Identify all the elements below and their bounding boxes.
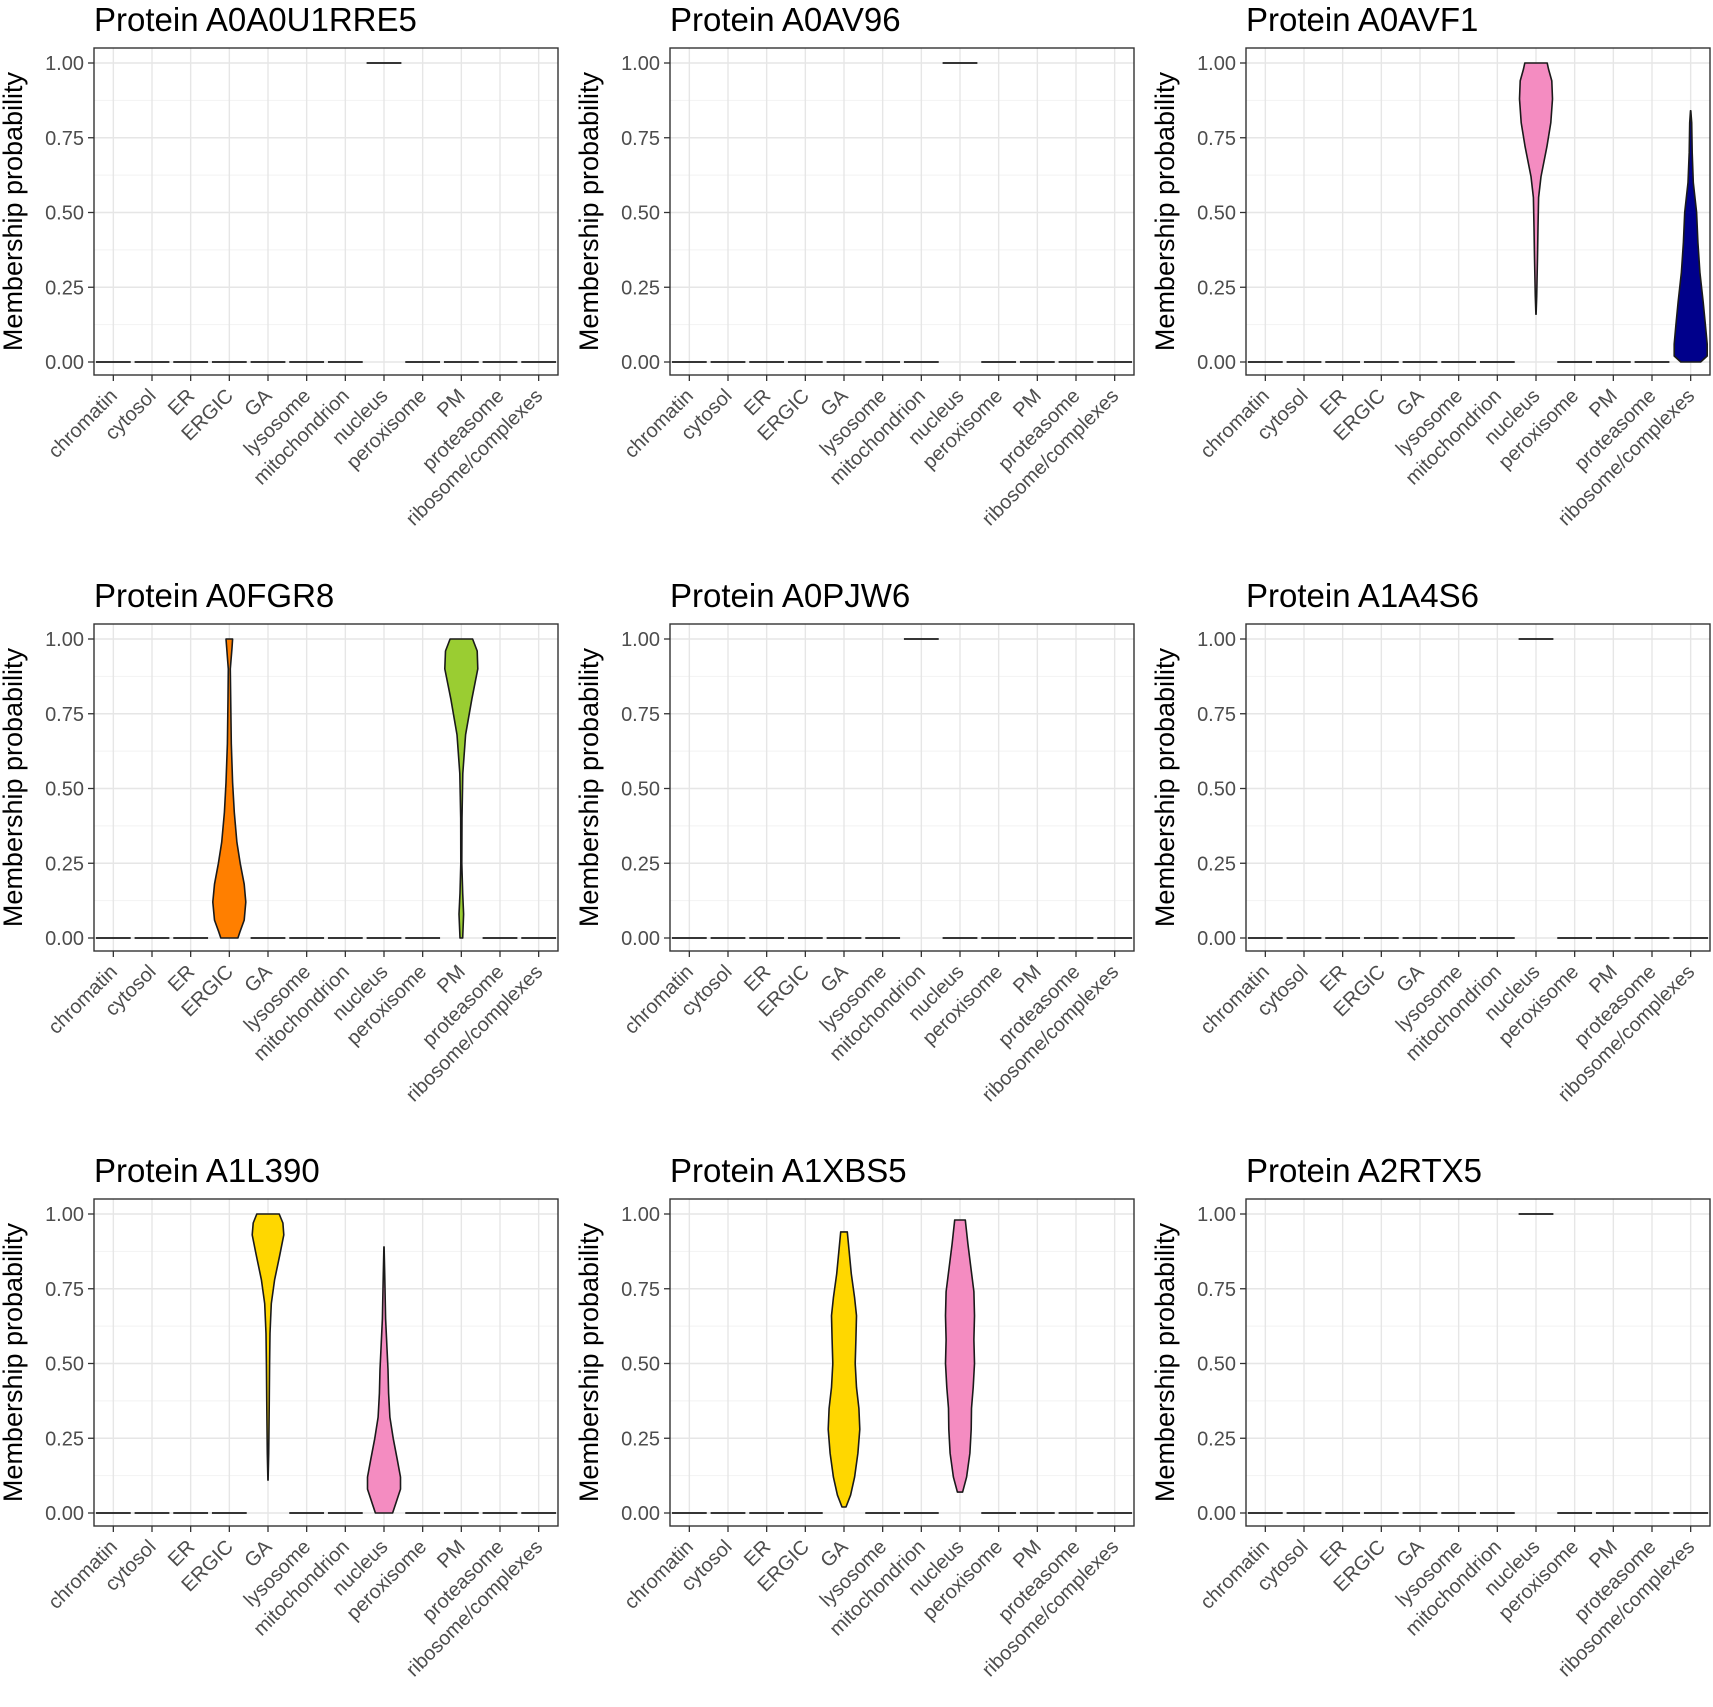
y-tick-label: 1.00: [45, 53, 84, 75]
violin-pm: [444, 638, 479, 939]
y-tick-label: 1.00: [621, 1204, 660, 1226]
y-axis-label: Membership probability: [574, 1222, 604, 1502]
y-tick-label: 1.00: [621, 629, 660, 651]
y-tick-label: 0.00: [1197, 1503, 1236, 1525]
y-tick-label: 0.75: [1197, 128, 1236, 150]
y-tick-label: 0.25: [45, 277, 84, 299]
violin-ribosome-complexes: [1673, 110, 1708, 363]
y-tick-label: 0.75: [45, 704, 84, 726]
y-tick-label: 1.00: [1197, 1204, 1236, 1226]
plot-background: [94, 624, 558, 951]
y-tick-label: 1.00: [1197, 629, 1236, 651]
chart-title: Protein A0AVF1: [1246, 1, 1478, 38]
y-axis-label: Membership probability: [1150, 647, 1180, 927]
panel-border: [93, 623, 559, 952]
y-tick-label: 0.75: [621, 128, 660, 150]
panel-border: [93, 1198, 559, 1527]
y-axis-label: Membership probability: [1150, 1222, 1180, 1502]
panel-border: [1245, 47, 1711, 376]
y-axis-label: Membership probability: [0, 1222, 28, 1502]
y-tick-label: 0.75: [1197, 1279, 1236, 1301]
chart-panel: Protein A1A4S6 0.00 0.25 0.50 0.75 1.00 Member…: [1150, 577, 1711, 1106]
violin-nucleus: [366, 1246, 402, 1514]
panel-border: [1245, 1198, 1711, 1527]
chart-panel: Protein A2RTX5 0.00 0.25 0.50 0.75 1.00 Member…: [1150, 1152, 1711, 1681]
chart-panel: Protein A0FGR8 0.00 0.25 0.50 0.75 1.00 Member…: [0, 577, 559, 1106]
plot-background: [1246, 48, 1710, 375]
violin-ga: [251, 1213, 285, 1481]
y-tick-label: 0.50: [45, 203, 84, 225]
y-axis-label: Membership probability: [0, 71, 28, 351]
panel-border: [669, 1198, 1135, 1527]
chart-panel: Protein A1XBS5 0.00 0.25 0.50 0.75 1.00 Member…: [574, 1152, 1135, 1681]
chart-panel: Protein A0A0U1RRE5 0.00 0.25 0.50 0.75 1.00 Me…: [0, 1, 559, 530]
plot-background: [1246, 624, 1710, 951]
y-tick-label: 0.25: [621, 277, 660, 299]
y-tick-label: 0.25: [45, 853, 84, 875]
y-tick-label: 0.25: [1197, 1428, 1236, 1450]
chart-title: Protein A1A4S6: [1246, 577, 1479, 614]
chart-panel: Protein A1L390 0.00 0.25 0.50 0.75 1.00 Member…: [0, 1152, 559, 1681]
violin-ga: [827, 1231, 861, 1508]
y-tick-label: 0.75: [45, 128, 84, 150]
y-axis-label: Membership probability: [0, 647, 28, 927]
y-tick-label: 0.00: [45, 928, 84, 950]
y-axis-label: Membership probability: [574, 71, 604, 351]
plot-background: [1246, 1199, 1710, 1526]
y-tick-label: 0.50: [1197, 203, 1236, 225]
y-tick-label: 0.75: [45, 1279, 84, 1301]
chart-title: Protein A1XBS5: [670, 1152, 907, 1189]
y-tick-label: 0.50: [45, 1354, 84, 1376]
y-tick-label: 1.00: [45, 1204, 84, 1226]
y-tick-label: 0.00: [1197, 928, 1236, 950]
y-tick-label: 0.50: [45, 779, 84, 801]
y-tick-label: 0.25: [1197, 277, 1236, 299]
y-tick-label: 0.25: [621, 1428, 660, 1450]
y-axis-label: Membership probability: [1150, 71, 1180, 351]
chart-panel: Protein A0AV96 0.00 0.25 0.50 0.75 1.00 Member…: [574, 1, 1135, 530]
y-tick-label: 1.00: [1197, 53, 1236, 75]
y-tick-label: 0.25: [621, 853, 660, 875]
panel-border: [1245, 623, 1711, 952]
chart-title: Protein A0AV96: [670, 1, 901, 38]
plot-background: [670, 48, 1134, 375]
chart-title: Protein A0A0U1RRE5: [94, 1, 417, 38]
y-tick-label: 0.75: [621, 1279, 660, 1301]
chart-title: Protein A2RTX5: [1246, 1152, 1482, 1189]
violin-nucleus: [1518, 62, 1554, 315]
violin-nucleus: [944, 1219, 976, 1493]
y-tick-label: 0.75: [1197, 704, 1236, 726]
y-tick-label: 0.00: [1197, 352, 1236, 374]
plot-background: [670, 1199, 1134, 1526]
y-tick-label: 1.00: [45, 629, 84, 651]
y-tick-label: 0.25: [45, 1428, 84, 1450]
y-tick-label: 0.00: [45, 1503, 84, 1525]
y-tick-label: 0.50: [621, 1354, 660, 1376]
y-tick-label: 0.25: [1197, 853, 1236, 875]
y-tick-label: 1.00: [621, 53, 660, 75]
y-tick-label: 0.50: [1197, 779, 1236, 801]
y-tick-label: 0.75: [621, 704, 660, 726]
y-tick-label: 0.00: [621, 1503, 660, 1525]
y-tick-label: 0.00: [45, 352, 84, 374]
plot-background: [670, 624, 1134, 951]
chart-title: Protein A0FGR8: [94, 577, 334, 614]
panel-border: [669, 47, 1135, 376]
panel-border: [93, 47, 559, 376]
y-axis-label: Membership probability: [574, 647, 604, 927]
y-tick-label: 0.00: [621, 928, 660, 950]
chart-panel: Protein A0AVF1 0.00 0.25 0.50 0.75 1.00 Member…: [1150, 1, 1711, 530]
panel-border: [669, 623, 1135, 952]
plot-background: [94, 1199, 558, 1526]
y-tick-label: 0.50: [621, 779, 660, 801]
y-tick-label: 0.50: [621, 203, 660, 225]
y-tick-label: 0.50: [1197, 1354, 1236, 1376]
plot-background: [94, 48, 558, 375]
chart-title: Protein A1L390: [94, 1152, 320, 1189]
chart-panel: Protein A0PJW6 0.00 0.25 0.50 0.75 1.00 Member…: [574, 577, 1135, 1106]
chart-title: Protein A0PJW6: [670, 577, 910, 614]
y-tick-label: 0.00: [621, 352, 660, 374]
violin-ergic: [212, 638, 247, 939]
